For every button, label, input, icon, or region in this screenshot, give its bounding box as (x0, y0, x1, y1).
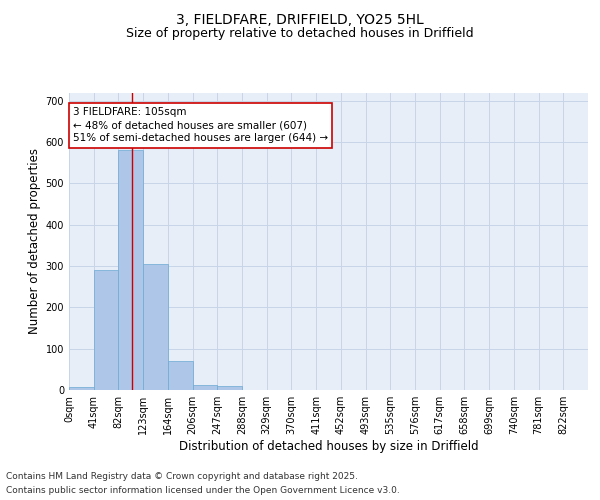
Bar (217, 386, 242, 390)
Text: 3, FIELDFARE, DRIFFIELD, YO25 5HL: 3, FIELDFARE, DRIFFIELD, YO25 5HL (176, 12, 424, 26)
Bar (168, 361, 193, 390)
Y-axis label: Number of detached properties: Number of detached properties (28, 148, 41, 334)
Text: Contains HM Land Registry data © Crown copyright and database right 2025.: Contains HM Land Registry data © Crown c… (6, 472, 358, 481)
Bar (94, 270, 118, 390)
Bar (193, 384, 217, 390)
Bar (118, 150, 143, 390)
Text: Contains public sector information licensed under the Open Government Licence v3: Contains public sector information licen… (6, 486, 400, 495)
Bar (143, 264, 168, 390)
Text: 3 FIELDFARE: 105sqm
← 48% of detached houses are smaller (607)
51% of semi-detac: 3 FIELDFARE: 105sqm ← 48% of detached ho… (73, 107, 328, 144)
Text: Size of property relative to detached houses in Driffield: Size of property relative to detached ho… (126, 28, 474, 40)
Bar (69, 386, 94, 390)
X-axis label: Distribution of detached houses by size in Driffield: Distribution of detached houses by size … (179, 440, 478, 453)
